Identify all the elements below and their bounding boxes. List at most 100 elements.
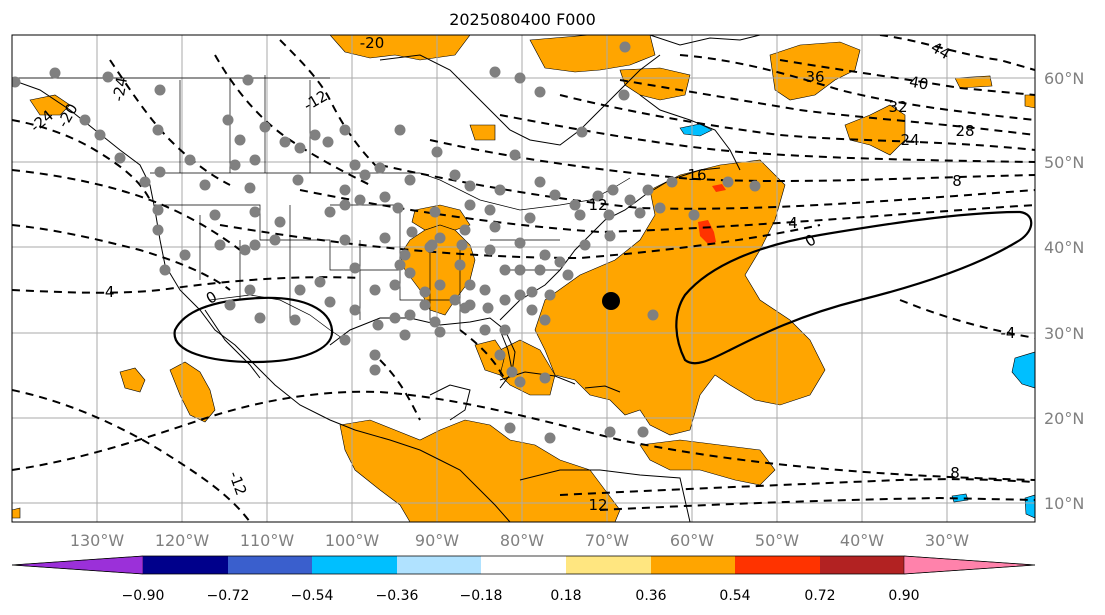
station-dot <box>576 126 588 138</box>
station-dot <box>607 184 619 196</box>
station-dot <box>214 239 226 251</box>
station-dot <box>229 159 241 171</box>
station-dot <box>369 349 381 361</box>
station-dot <box>464 199 476 211</box>
station-dot <box>94 129 106 141</box>
station-dot <box>349 262 361 274</box>
station-dot <box>399 329 411 341</box>
station-dot <box>339 124 351 136</box>
longitude-label: 40°W <box>840 531 884 550</box>
station-dot <box>369 364 381 376</box>
contour-west-1 <box>109 59 231 186</box>
station-dot <box>394 259 406 271</box>
station-dot <box>114 152 126 164</box>
colorbar-segment <box>312 556 397 574</box>
station-dot <box>314 276 326 288</box>
shade-great-lakes <box>411 204 471 231</box>
contour-36 <box>679 54 1035 121</box>
contour-label: -4 <box>1001 324 1016 342</box>
station-dot <box>324 206 336 218</box>
longitude-label: 130°W <box>70 531 125 550</box>
station-dot <box>431 146 443 158</box>
station-dot <box>249 239 261 251</box>
station-dot <box>434 326 446 338</box>
shade-north-4 <box>769 41 861 101</box>
longitude-labels: 130°W 120°W 110°W 100°W 90°W 80°W 70°W 60°W 50°W… <box>70 531 969 550</box>
latitude-label: 60°N <box>1044 69 1084 88</box>
station-dot <box>12 76 21 88</box>
coast-baja <box>204 309 261 379</box>
latitude-label: 50°N <box>1044 153 1084 172</box>
station-dot <box>354 194 366 206</box>
station-dot <box>159 264 171 276</box>
contour-40 <box>779 59 1035 96</box>
station-dot <box>619 41 631 53</box>
colorbar-tick-label: −0.72 <box>207 588 250 604</box>
station-dot <box>642 184 654 196</box>
station-dot <box>419 286 431 298</box>
coast-south-am <box>519 469 691 522</box>
contour-4-west <box>12 276 361 294</box>
colorbar-segment <box>820 556 904 574</box>
station-dot <box>574 209 586 221</box>
station-dot <box>637 426 649 438</box>
colorbar-tick-label: 0.36 <box>635 588 666 604</box>
storm-center-marker <box>602 292 620 310</box>
station-dot <box>579 239 591 251</box>
border-us-states <box>155 204 560 330</box>
station-dot <box>514 376 526 388</box>
station-dot <box>152 224 164 236</box>
station-dot <box>404 267 416 279</box>
map-frame <box>11 34 1036 523</box>
station-dot <box>499 264 511 276</box>
station-dot <box>539 249 551 261</box>
station-dot <box>389 279 401 291</box>
station-dot <box>454 259 466 271</box>
coast-hudson <box>379 54 661 146</box>
station-dot <box>562 269 574 281</box>
coast-florida <box>499 329 513 371</box>
station-dot <box>534 176 546 188</box>
shade-alaska <box>29 94 71 116</box>
contour-neg4-east <box>899 299 1035 339</box>
contour-label: 8 <box>950 464 960 482</box>
longitude-label: 100°W <box>325 531 380 550</box>
colorbar-tick-label: 0.72 <box>804 588 835 604</box>
station-dot <box>239 244 251 256</box>
shade-canada-1 <box>469 124 496 141</box>
colorbar-tick-label: −0.54 <box>291 588 334 604</box>
colorbar-tick-labels: −0.90 −0.72 −0.54 −0.36 −0.18 0.18 0.36 0.54 0.7… <box>122 588 920 604</box>
station-dot <box>434 232 446 244</box>
station-dot <box>294 284 306 296</box>
contour-neg16 <box>12 169 241 251</box>
contour-label: -24 <box>109 76 131 103</box>
station-dot <box>499 294 511 306</box>
contour-label: 12 <box>588 196 607 214</box>
station-dot <box>654 202 666 214</box>
neg-shade-3 <box>1024 494 1035 519</box>
station-dot <box>509 149 521 161</box>
longitude-label: 50°W <box>755 531 799 550</box>
station-dot <box>244 182 256 194</box>
station-dot <box>634 207 646 219</box>
contour-32 <box>619 79 1035 136</box>
station-dot <box>479 324 491 336</box>
station-dot <box>459 224 471 236</box>
contour-central-dash <box>459 329 506 381</box>
station-dot <box>404 174 416 186</box>
station-dot <box>489 221 501 233</box>
contour-12 <box>379 164 1035 210</box>
longitude-label: 80°W <box>500 531 544 550</box>
contour-label: 16 <box>687 166 706 184</box>
colorbar-segment <box>11 555 144 575</box>
colorbar-segment <box>735 556 820 574</box>
colorbar-segment <box>481 556 566 574</box>
station-dot <box>369 284 381 296</box>
contour-zero-atlantic <box>675 210 1033 365</box>
station-dot <box>79 114 91 126</box>
station-dot <box>749 180 761 192</box>
contour-west-2 <box>12 224 231 291</box>
contour-label: -4 <box>100 283 115 301</box>
shade-pacific-1 <box>169 361 216 423</box>
contour-label: 40 <box>908 73 930 94</box>
